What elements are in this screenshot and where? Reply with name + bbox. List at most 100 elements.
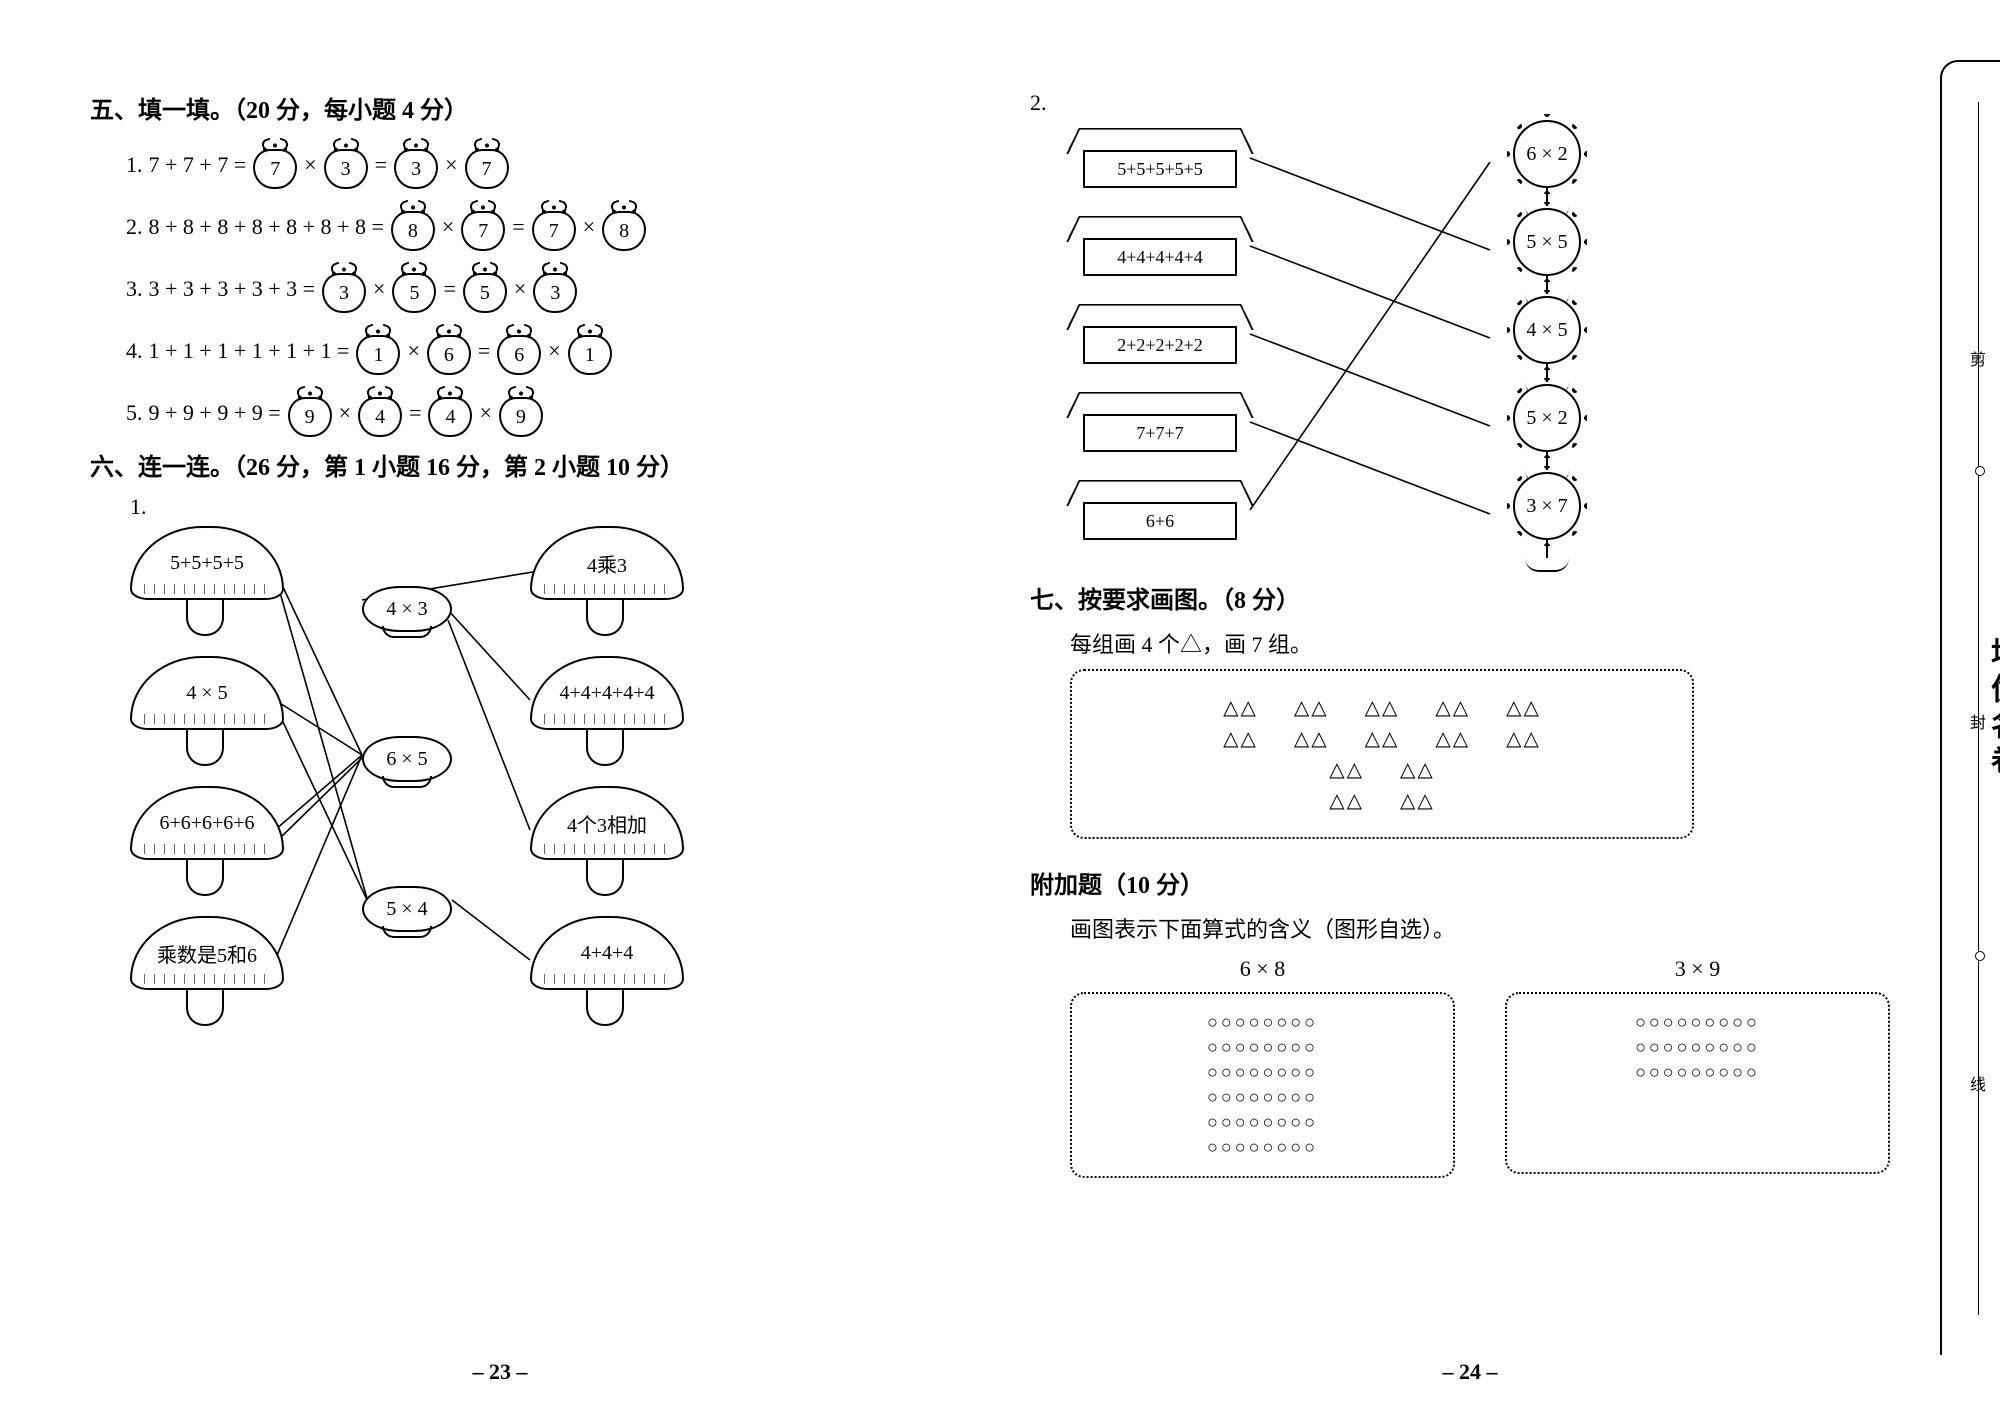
extra-item: 6 × 8○○○○○○○○○○○○○○○○○○○○○○○○○○○○○○○○○○○… <box>1070 956 1455 1178</box>
blank-value: 6 <box>497 335 541 375</box>
blank-value: 1 <box>356 335 400 375</box>
triangle-group: △△ <box>1223 728 1258 750</box>
blank-value: 6 <box>427 335 471 375</box>
mushroom: 4+4+4+4+4 <box>530 656 680 766</box>
circle-row: ○○○○○○○○ <box>1092 1112 1433 1133</box>
extra-wrap: 6 × 8○○○○○○○○○○○○○○○○○○○○○○○○○○○○○○○○○○○… <box>1070 956 1890 1178</box>
strawberry-blank: 3 <box>321 265 367 313</box>
triangle-group: △△ <box>1506 697 1541 719</box>
mushroom: 4 × 5 <box>130 656 280 766</box>
triangle-group: △△ <box>1365 697 1400 719</box>
house: 7+7+7 <box>1070 390 1250 460</box>
cut-mark: 线 <box>1970 1071 1986 1095</box>
house: 5+5+5+5+5 <box>1070 126 1250 196</box>
blank-value: 5 <box>392 273 436 313</box>
mushroom: 乘数是5和6 <box>130 916 280 1026</box>
strawberry-blank: 5 <box>391 265 437 313</box>
triangle-group: △△ <box>1329 790 1364 812</box>
eq-lhs: 1 + 1 + 1 + 1 + 1 + 1 = <box>149 338 350 364</box>
bowl: 5 × 4 <box>362 886 452 932</box>
triangle-group: △△ <box>1329 759 1364 781</box>
strawberry-blank: 3 <box>532 265 578 313</box>
strawberry-blank: 7 <box>252 141 298 189</box>
house: 2+2+2+2+2 <box>1070 302 1250 372</box>
strawberry-blank: 9 <box>287 389 333 437</box>
mushroom: 5+5+5+5 <box>130 526 280 636</box>
section6-title: 六、连一连。（26 分，第 1 小题 16 分，第 2 小题 10 分） <box>90 447 950 482</box>
bowl: 4 × 3 <box>362 586 452 632</box>
eq-lhs: 7 + 7 + 7 = <box>149 152 247 178</box>
strawberry-blank: 3 <box>393 141 439 189</box>
house: 6+6 <box>1070 478 1250 548</box>
eq-lhs: 8 + 8 + 8 + 8 + 8 + 8 + 8 = <box>149 214 384 240</box>
cut-mark: 剪 <box>1970 346 1986 370</box>
circle-row: ○○○○○○○○ <box>1092 1062 1433 1083</box>
circle-row: ○○○○○○○○ <box>1092 1012 1433 1033</box>
strawberry-blank: 6 <box>426 327 472 375</box>
q6-2-label: 2. <box>1030 90 1890 116</box>
eq-index: 2. <box>126 214 143 240</box>
page-23: 五、填一填。（20 分，每小题 4 分） 1.7 + 7 + 7 =7×3=3×… <box>0 0 1000 1415</box>
flower: 6 × 2 <box>1504 120 1590 210</box>
eq-row: 1.7 + 7 + 7 =7×3=3×7 <box>126 137 950 193</box>
q6-1-diagram: 5+5+5+5 4 × 5 6+6+6+6+6 乘数是5和6 4 × 3 6 ×… <box>130 520 690 1080</box>
blank-value: 7 <box>465 149 509 189</box>
binding-sidebar: 剪 封 线 培优名卷 <box>1940 60 2000 1355</box>
circle-row: ○○○○○○○○○ <box>1527 1062 1868 1083</box>
circle-row: ○○○○○○○○ <box>1092 1037 1433 1058</box>
q6-1-label: 1. <box>130 494 950 520</box>
strawberry-blank: 7 <box>464 141 510 189</box>
flower: 4 × 5 <box>1504 296 1590 386</box>
blank-value: 3 <box>322 273 366 313</box>
extra-expr: 6 × 8 <box>1070 956 1455 982</box>
strawberry-blank: 9 <box>498 389 544 437</box>
strawberry-blank: 7 <box>460 203 506 251</box>
blank-value: 8 <box>602 211 646 251</box>
extra-box: ○○○○○○○○○ ○○○○○○○○○ ○○○○○○○○○ <box>1505 992 1890 1174</box>
triangle-group: △△ <box>1506 728 1541 750</box>
eq-index: 1. <box>126 152 143 178</box>
eq-index: 3. <box>126 276 143 302</box>
triangle-group: △△ <box>1365 728 1400 750</box>
eq-lhs: 3 + 3 + 3 + 3 + 3 = <box>149 276 316 302</box>
triangle-group: △△ <box>1294 697 1329 719</box>
triangle-row: △△ △△ <box>1102 757 1662 782</box>
blank-value: 7 <box>461 211 505 251</box>
blank-value: 9 <box>499 397 543 437</box>
page-number-left: – 23 – <box>0 1359 1000 1385</box>
page: 五、填一填。（20 分，每小题 4 分） 1.7 + 7 + 7 =7×3=3×… <box>0 0 2000 1415</box>
section7-sub: 每组画 4 个△，画 7 组。 <box>1070 627 1890 659</box>
triangle-group: △△ <box>1400 790 1435 812</box>
strawberry-blank: 3 <box>323 141 369 189</box>
bowl: 6 × 5 <box>362 736 452 782</box>
eq-row: 2.8 + 8 + 8 + 8 + 8 + 8 + 8 =8×7=7×8 <box>126 199 950 255</box>
eq-lhs: 9 + 9 + 9 + 9 = <box>149 400 281 426</box>
blank-value: 5 <box>463 273 507 313</box>
mushroom: 6+6+6+6+6 <box>130 786 280 896</box>
circle-row: ○○○○○○○○○ <box>1527 1037 1868 1058</box>
section5-title: 五、填一填。（20 分，每小题 4 分） <box>90 90 950 125</box>
triangle-group: △△ <box>1435 697 1470 719</box>
blank-value: 9 <box>288 397 332 437</box>
strawberry-blank: 7 <box>531 203 577 251</box>
blank-value: 3 <box>533 273 577 313</box>
mushroom: 4乘3 <box>530 526 680 636</box>
house: 4+4+4+4+4 <box>1070 214 1250 284</box>
circle-row: ○○○○○○○○ <box>1092 1137 1433 1158</box>
q7-box: △△△△△△△△△△△△△△△△△△△△△△△△△△△△ <box>1070 669 1694 839</box>
book-title: 培优名卷 <box>1980 637 2000 781</box>
strawberry-blank: 8 <box>390 203 436 251</box>
triangle-group: △△ <box>1223 697 1258 719</box>
triangle-group: △△ <box>1400 759 1435 781</box>
circle-row: ○○○○○○○○○ <box>1527 1012 1868 1033</box>
strawberry-blank: 5 <box>462 265 508 313</box>
eq-row: 5.9 + 9 + 9 + 9 =9×4=4×9 <box>126 385 950 441</box>
extra-box: ○○○○○○○○ ○○○○○○○○ ○○○○○○○○ ○○○○○○○○ ○○○○○○○○… <box>1070 992 1455 1178</box>
strawberry-blank: 8 <box>601 203 647 251</box>
flower: 3 × 7 <box>1504 472 1590 562</box>
eq-index: 5. <box>126 400 143 426</box>
blank-value: 3 <box>324 149 368 189</box>
triangle-group: △△ <box>1435 728 1470 750</box>
q6-2-diagram: 5+5+5+5+5 4+4+4+4+4 2+2+2+2+2 7+7+7 6+6 … <box>1070 120 1590 560</box>
extra-title: 附加题（10 分） <box>1030 865 1890 900</box>
